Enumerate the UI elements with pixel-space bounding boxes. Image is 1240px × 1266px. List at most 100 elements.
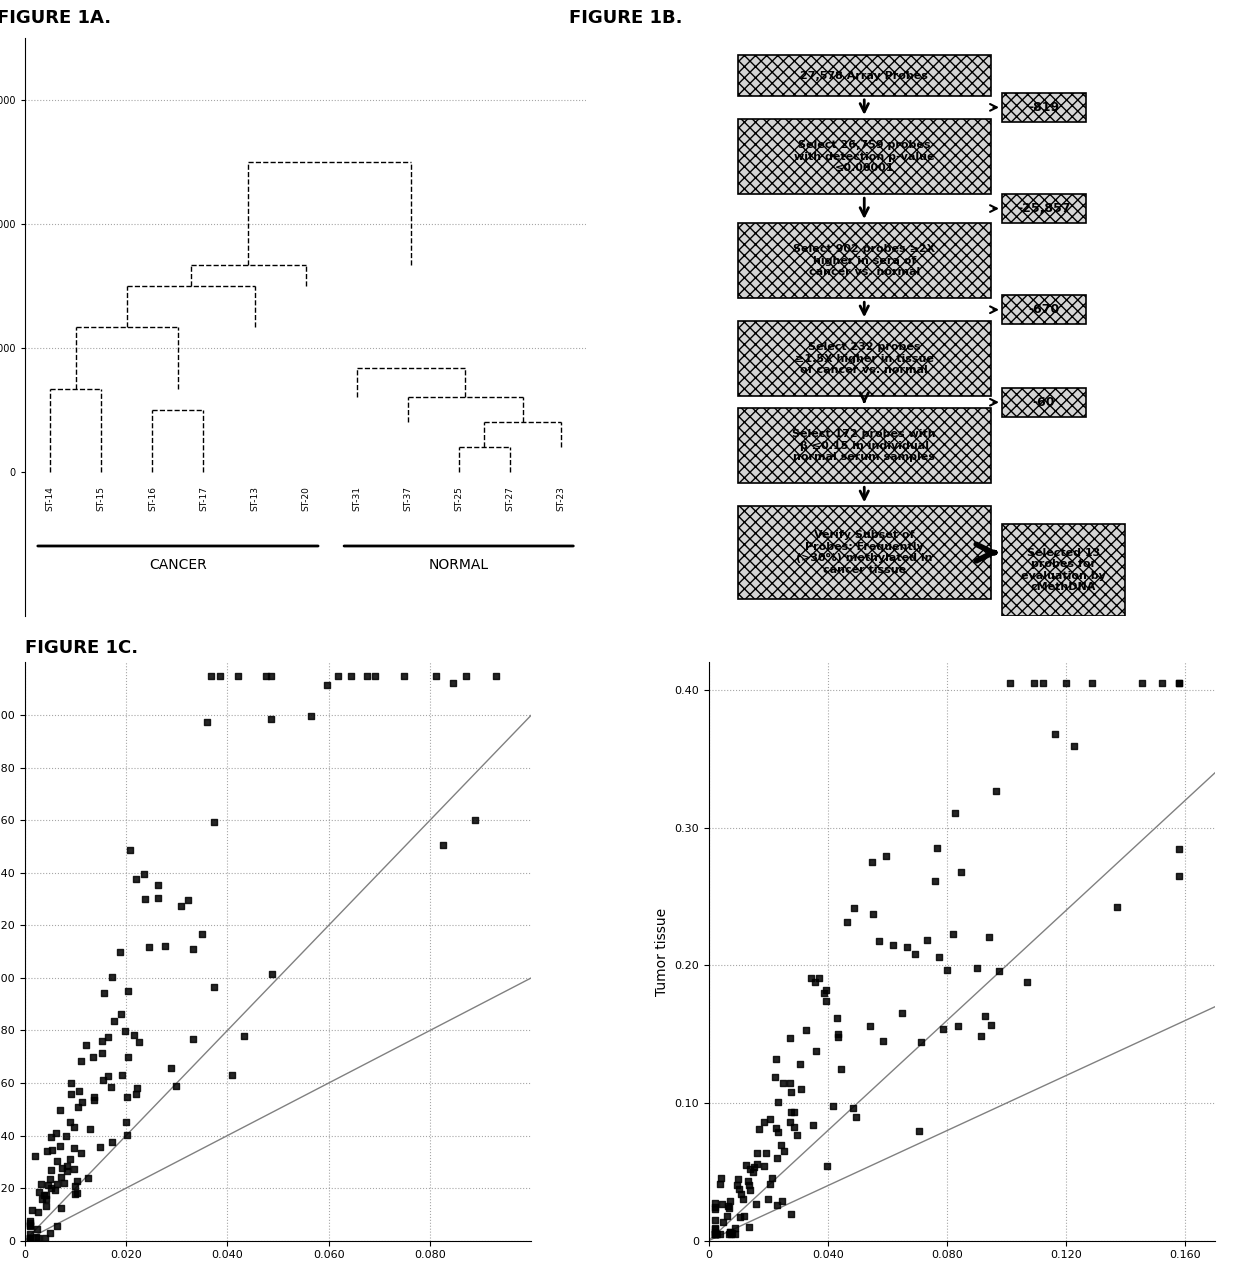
Point: [148, 887, 167, 908]
FancyBboxPatch shape: [738, 408, 991, 484]
Point: [47, 1174, 67, 1194]
Point: [893, 1003, 913, 1023]
Point: [135, 889, 155, 909]
Point: [1033, 674, 1053, 694]
Point: [740, 1180, 760, 1200]
Point: [986, 781, 1006, 801]
Point: [26, 1227, 46, 1247]
Point: [816, 980, 836, 1000]
Point: [40, 1223, 60, 1243]
Point: [766, 1118, 786, 1138]
Point: [47, 1151, 67, 1171]
Text: NORMAL: NORMAL: [429, 558, 489, 572]
Point: [704, 1193, 724, 1213]
Point: [746, 1194, 766, 1214]
Point: [67, 1171, 87, 1191]
Point: [22, 1200, 42, 1220]
Point: [801, 968, 821, 989]
Point: [728, 1169, 748, 1189]
Point: [102, 1132, 122, 1152]
Point: [61, 1072, 81, 1093]
Point: [720, 1224, 740, 1244]
Text: -25,857: -25,857: [1017, 203, 1070, 215]
Point: [192, 924, 212, 944]
Point: [739, 1175, 759, 1195]
Point: [925, 871, 945, 891]
Point: [51, 1100, 71, 1120]
Point: [155, 937, 175, 957]
Point: [1045, 724, 1065, 744]
Point: [712, 1194, 732, 1214]
Point: [990, 961, 1009, 981]
Point: [704, 1209, 724, 1229]
Point: [64, 1176, 84, 1196]
Point: [704, 1196, 724, 1217]
Point: [262, 709, 281, 729]
Point: [780, 1028, 800, 1048]
Point: [41, 1160, 61, 1180]
Point: [228, 666, 248, 686]
Point: [110, 1004, 130, 1024]
Point: [57, 1161, 77, 1181]
Point: [815, 984, 835, 1004]
Text: ST-37: ST-37: [403, 486, 412, 511]
Point: [816, 990, 836, 1010]
Text: ST-14: ST-14: [46, 486, 55, 511]
Point: [366, 666, 386, 686]
Point: [827, 1023, 847, 1043]
Point: [329, 666, 348, 686]
Point: [197, 711, 217, 732]
Point: [29, 1201, 48, 1222]
Point: [713, 1212, 733, 1232]
Point: [763, 1169, 782, 1189]
Point: [719, 1199, 739, 1219]
Point: [394, 666, 414, 686]
Point: [729, 1179, 749, 1199]
Point: [357, 666, 377, 686]
Point: [83, 1047, 103, 1067]
Point: [71, 1143, 91, 1163]
Point: [203, 977, 223, 998]
Point: [951, 861, 971, 881]
Point: [732, 1184, 751, 1204]
Point: [910, 1032, 930, 1052]
Point: [725, 1218, 745, 1238]
Point: [704, 1219, 724, 1239]
Point: [20, 1213, 40, 1233]
Point: [61, 1084, 81, 1104]
Point: [916, 931, 936, 951]
Point: [139, 937, 159, 957]
Point: [746, 1153, 766, 1174]
Point: [781, 1082, 801, 1103]
Point: [57, 1156, 77, 1176]
Point: [942, 924, 962, 944]
Point: [45, 1180, 64, 1200]
Text: ST-15: ST-15: [97, 486, 105, 511]
Point: [730, 1206, 750, 1227]
Point: [768, 1122, 787, 1142]
Text: ST-16: ST-16: [148, 486, 157, 511]
Point: [869, 931, 889, 951]
Point: [35, 1228, 55, 1248]
Point: [768, 1093, 787, 1113]
Point: [41, 1177, 61, 1198]
Point: [36, 1196, 56, 1217]
Point: [749, 1119, 769, 1139]
FancyBboxPatch shape: [1002, 92, 1086, 122]
Point: [205, 812, 224, 832]
Point: [768, 1195, 787, 1215]
Point: [771, 1136, 791, 1156]
Point: [828, 1027, 848, 1047]
Point: [704, 1224, 724, 1244]
Point: [444, 672, 464, 693]
Text: FIGURE 1A.: FIGURE 1A.: [0, 9, 110, 27]
Point: [843, 1098, 863, 1118]
Point: [262, 963, 281, 984]
Point: [804, 1115, 823, 1136]
Point: [210, 666, 229, 686]
Point: [796, 1019, 816, 1039]
Point: [20, 1228, 40, 1248]
Point: [129, 1032, 149, 1052]
FancyBboxPatch shape: [738, 119, 991, 194]
Point: [184, 938, 203, 958]
